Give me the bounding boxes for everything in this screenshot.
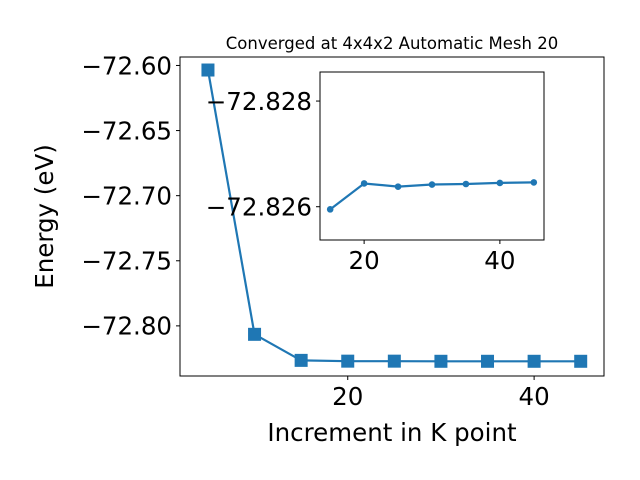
inset-y-tick-label: −72.826 (206, 193, 312, 222)
inset-data-point (394, 183, 402, 190)
data-point (341, 354, 355, 368)
x-tick-label: 20 (332, 382, 363, 411)
inset-x-tick-label: 20 (349, 246, 380, 275)
y-axis-label: Energy (eV) (30, 144, 59, 289)
chart-title: Converged at 4x4x2 Automatic Mesh 20 (226, 34, 558, 53)
data-point (387, 354, 401, 368)
data-point (248, 327, 262, 341)
y-tick-label: −72.60 (81, 51, 172, 80)
inset-plot: 20 40 −72.828 −72.826 (206, 71, 545, 275)
inset-data-point (326, 206, 334, 213)
data-point (294, 353, 308, 367)
y-tick-label: −72.70 (81, 181, 172, 210)
data-point (527, 354, 541, 368)
inset-data-point (462, 180, 470, 188)
inset-y-tick-label: −72.828 (206, 87, 312, 116)
inset-data-point (428, 181, 436, 188)
inset-x-tick-label: 40 (484, 246, 515, 275)
y-tick-label: −72.75 (81, 247, 172, 276)
data-point (201, 63, 215, 77)
y-tick-label: −72.80 (81, 312, 172, 341)
inset-data-point (496, 179, 504, 187)
data-point (434, 354, 448, 368)
data-point (481, 354, 495, 368)
data-point (574, 354, 588, 368)
inset-data-point (360, 180, 368, 187)
y-tick-label: −72.65 (81, 116, 172, 145)
inset-axes-frame (319, 71, 545, 241)
inset-data-point (530, 179, 538, 186)
x-axis-label: Increment in K point (267, 418, 517, 447)
x-tick-label: 40 (519, 382, 550, 411)
